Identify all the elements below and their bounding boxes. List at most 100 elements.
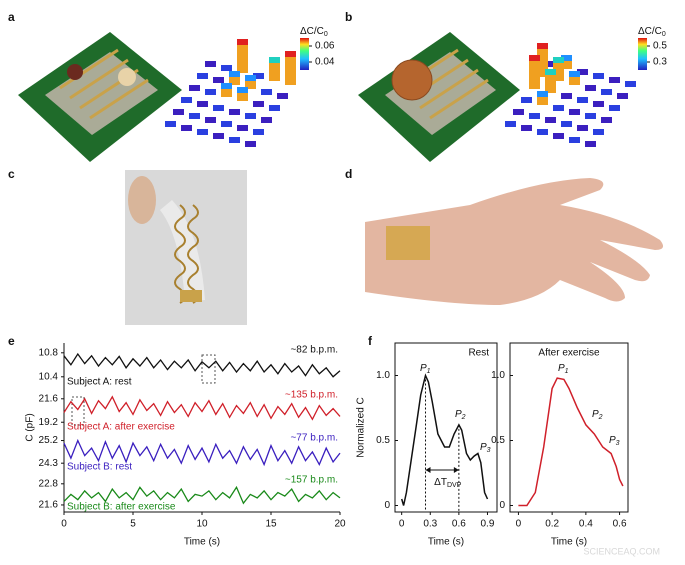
bar-top [237, 87, 248, 93]
interval-label-sub: DVP [447, 482, 462, 489]
bar-top [269, 105, 280, 111]
bar-top [197, 129, 208, 135]
series-line [63, 438, 341, 467]
y-tick-label: 22.8 [39, 478, 59, 489]
bar-top [513, 109, 524, 115]
bar-top [253, 129, 264, 135]
peak-label: P3 [480, 442, 491, 455]
bar-side [529, 59, 540, 89]
y-tick-label: 1.0 [491, 370, 505, 381]
x-tick-label: 10 [196, 519, 208, 530]
bar-top [229, 109, 240, 115]
y-tick-label: 10.8 [39, 347, 59, 358]
colorbar-tick-label: 0.3 [653, 57, 667, 68]
bar-side [537, 47, 548, 77]
interval-label: ΔTDVP [434, 477, 462, 490]
x-axis-label: Time (s) [184, 537, 220, 548]
y-tick-label: 0 [499, 500, 505, 511]
rate-annotation: ~77 b.p.m. [290, 433, 338, 444]
bar-top [205, 61, 216, 67]
peak-label-sub: 1 [427, 368, 431, 375]
bar-top [505, 121, 516, 127]
bar-top [545, 69, 556, 75]
bar-top [617, 93, 628, 99]
bar-top [609, 77, 620, 83]
bar-top [205, 117, 216, 123]
x-tick-label: 5 [130, 519, 136, 530]
rate-annotation: ~82 b.p.m. [290, 345, 338, 356]
colorbar-tick-label: 0.06 [315, 41, 335, 52]
peak-label: P2 [455, 409, 466, 422]
bar-top [229, 71, 240, 77]
colorbar-tick-label: 0.04 [315, 57, 335, 68]
series-name: Subject A: rest [67, 377, 132, 388]
series-line [63, 395, 341, 421]
bar-top [569, 109, 580, 115]
bar-top [213, 105, 224, 111]
bar-side [569, 75, 580, 85]
bar-side [237, 43, 248, 73]
bar-top [221, 121, 232, 127]
bar-top [245, 113, 256, 119]
bar-side [237, 91, 248, 101]
highlight-box [71, 396, 85, 426]
series-line [63, 485, 341, 505]
x-tick-label: 0.9 [481, 519, 495, 530]
bar-top [537, 91, 548, 97]
rate-annotation: ~135 b.p.m. [285, 390, 338, 401]
y-tick-label: 0.5 [491, 435, 505, 446]
x-tick-label: 0.6 [613, 519, 627, 530]
x-axis-label: Time (s) [428, 537, 464, 548]
x-tick-label: 0.2 [545, 519, 559, 530]
colorbar-title: ΔC/C0 [638, 26, 666, 39]
bar-top [593, 73, 604, 79]
colorbar-title: ΔC/C0 [300, 26, 328, 39]
bar-side [269, 61, 280, 81]
peak-label-sub: 2 [461, 414, 466, 421]
peak-label: P3 [609, 435, 620, 448]
bar-side [229, 75, 240, 85]
bar-top [173, 109, 184, 115]
panel-label: a [8, 10, 15, 24]
colorbar [300, 38, 309, 70]
bar-top [529, 113, 540, 119]
bar-top [261, 117, 272, 123]
colorbar-title-sub: 0 [662, 31, 666, 38]
bar-top [221, 83, 232, 89]
series-line [63, 352, 341, 378]
x-tick-label: 15 [265, 519, 277, 530]
peak-label-main: P [455, 409, 462, 420]
x-tick-label: 0 [516, 519, 522, 530]
y-axis-label: Normalized C [356, 397, 367, 458]
bar-top [189, 113, 200, 119]
bar-top [165, 121, 176, 127]
peak-label-sub: 1 [565, 368, 569, 375]
watermark: SCIENCEAQ.COM [583, 546, 660, 556]
colorbar-title-main: ΔC/C [638, 26, 662, 37]
bar-side [545, 73, 556, 93]
x-tick-label: 0.3 [423, 519, 437, 530]
chart-title: After exercise [538, 348, 600, 359]
x-axis-label: Time (s) [551, 537, 587, 548]
bar-top [229, 137, 240, 143]
plot-frame [509, 342, 629, 513]
bar-top [537, 43, 548, 49]
bar-top [529, 55, 540, 61]
peak-label: P2 [592, 409, 603, 422]
bar-top [213, 133, 224, 139]
bar-top [593, 129, 604, 135]
bar-top [601, 89, 612, 95]
bar-top [221, 65, 232, 71]
series-name: Subject A: after exercise [67, 422, 175, 433]
bar-top [601, 117, 612, 123]
bar-top [181, 125, 192, 131]
bar-top [213, 77, 224, 83]
x-tick-label: 0.6 [452, 519, 466, 530]
bar-top [205, 89, 216, 95]
bar-top [181, 97, 192, 103]
rate-annotation: ~157 b.p.m. [285, 475, 338, 486]
bar-side [285, 55, 296, 85]
peak-label: P1 [558, 363, 569, 376]
x-tick-label: 0 [399, 519, 405, 530]
bar-top [553, 57, 564, 63]
